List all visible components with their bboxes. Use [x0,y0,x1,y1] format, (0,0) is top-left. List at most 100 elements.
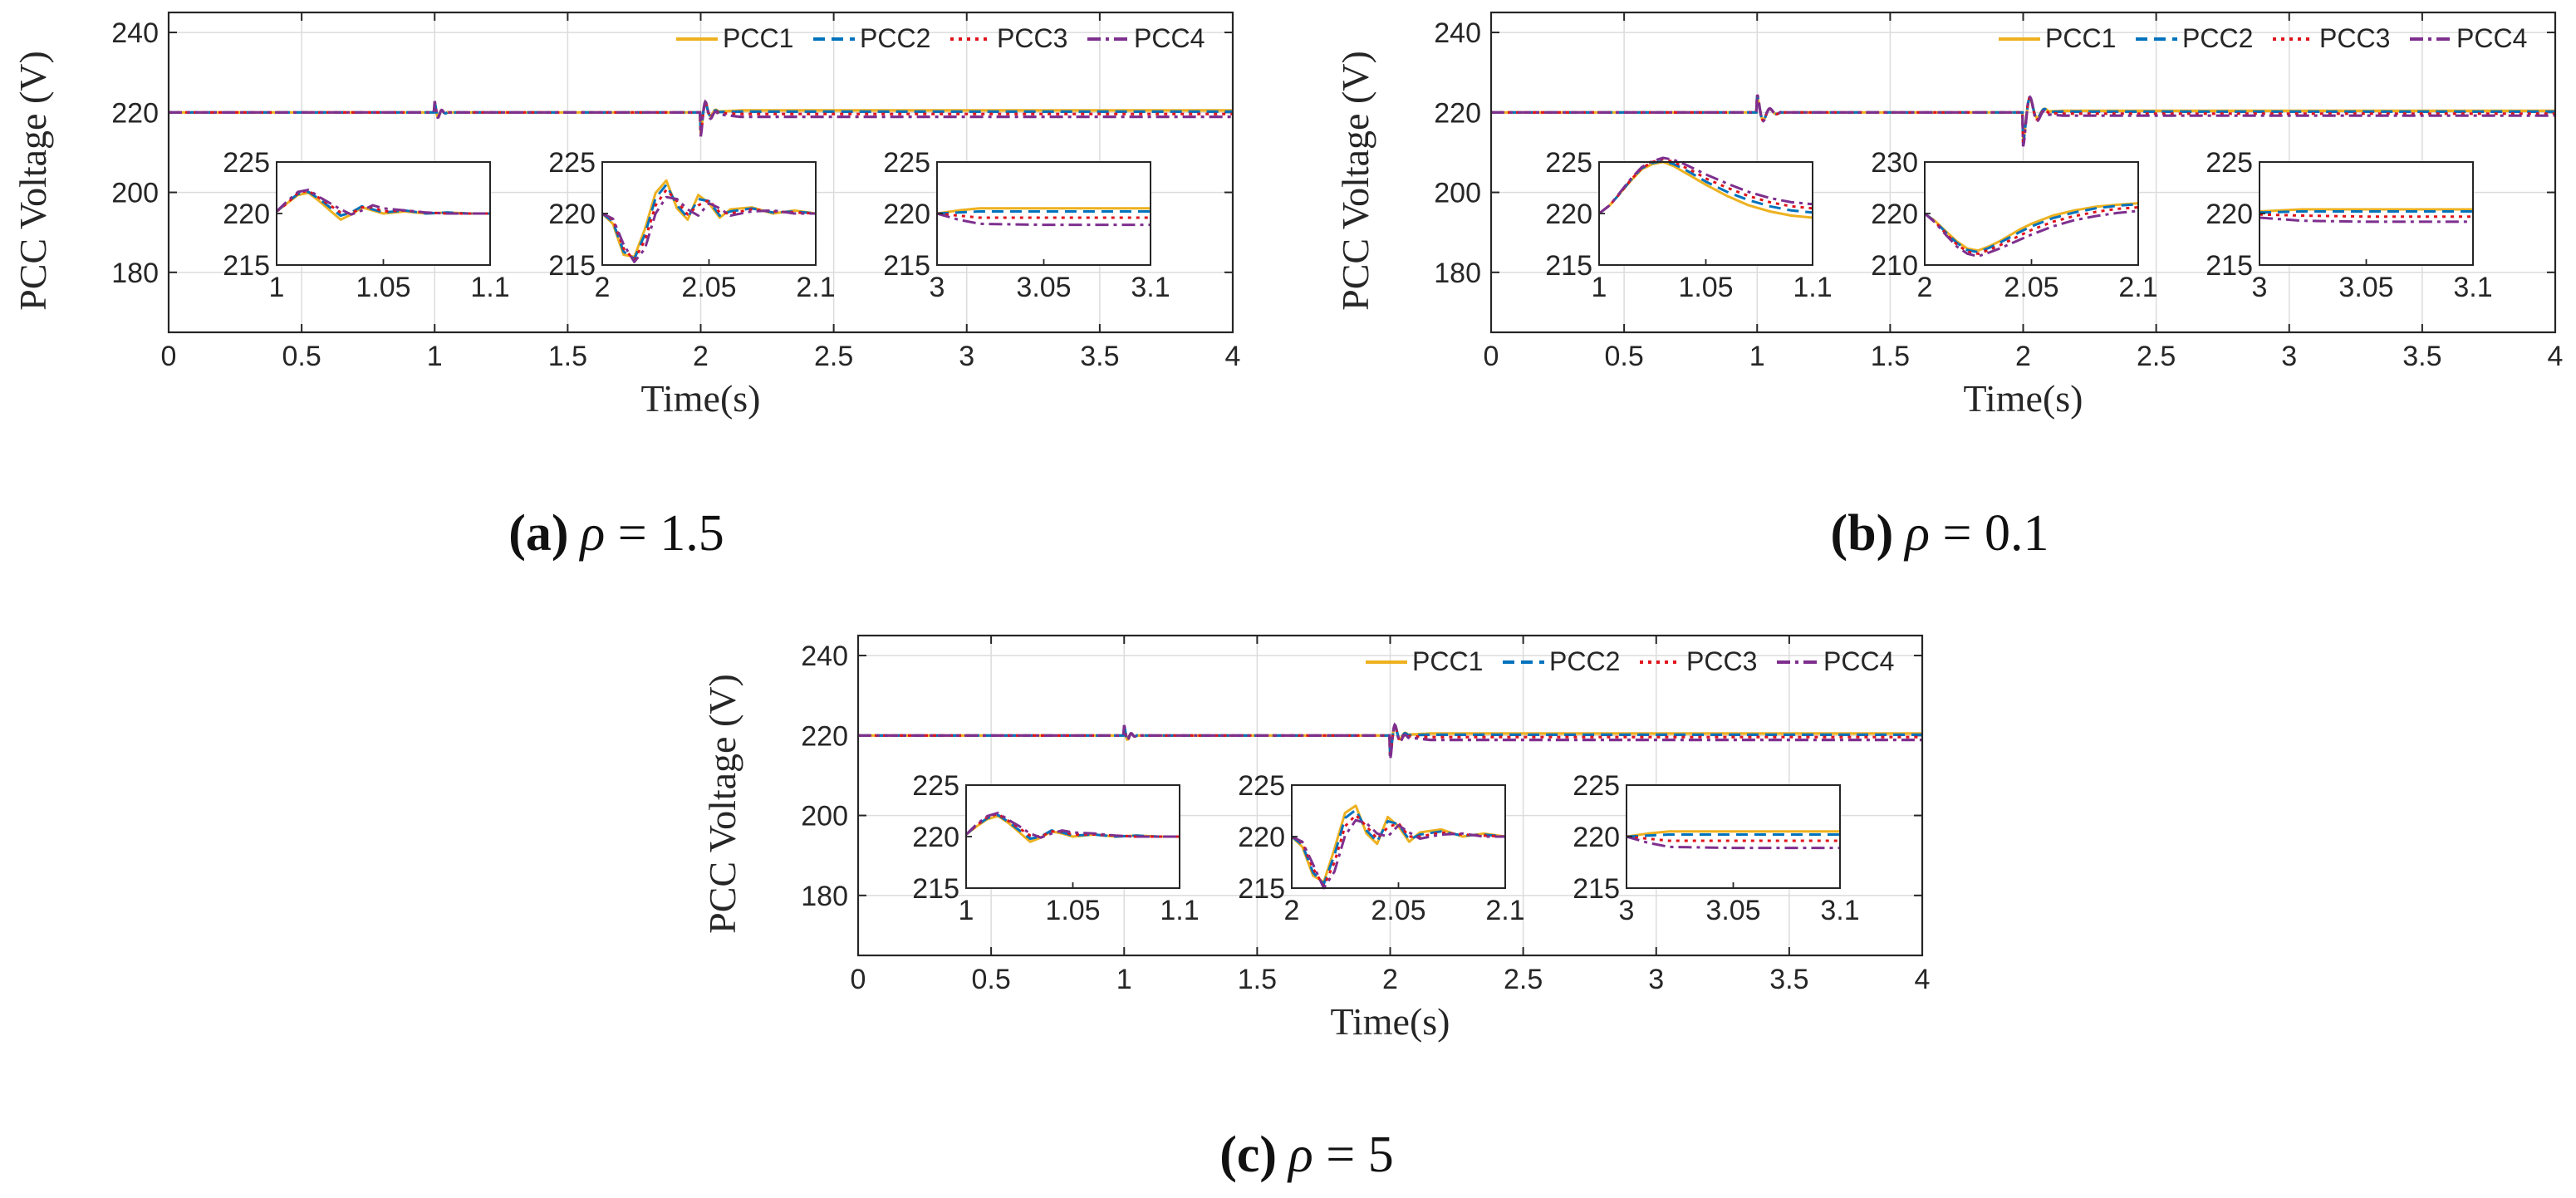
inset-x-tick-label: 2 [1917,272,1933,303]
y-tick-label: 180 [111,258,159,289]
panel-caption: (a) ρ = 1.5 [508,505,724,562]
inset-y-tick-label: 220 [548,199,596,230]
inset-x-tick-label: 1.05 [1678,272,1733,303]
inset-series-line-pcc4 [1626,835,1840,850]
x-tick-label: 2 [693,341,709,372]
x-tick-label: 2 [2015,341,2031,372]
inset-x-tick-label: 2 [1284,895,1300,926]
x-tick-label: 3 [1648,964,1664,995]
x-tick-label: 3.5 [2402,341,2441,372]
panel-b: 0 0.5 1 1.5 2 2.5 3 3.5 4 180 200 220 240 PCC1 PCC2 PCC… [1334,11,2564,562]
inset-y-tick-label: 225 [1573,770,1620,802]
inset-series-line-pcc4 [601,195,816,263]
inset-series-line-pcc4 [2259,216,2473,223]
x-tick-label: 1 [427,341,443,372]
x-tick-label: 4 [2548,341,2564,372]
inset-y-tick-label: 215 [912,873,959,905]
x-tick-label: 0 [161,341,177,372]
inset-y-tick-label: 215 [1238,873,1285,905]
inset-x-tick-label: 1 [269,272,285,303]
inset-y-tick-label: 215 [548,250,596,282]
y-tick-label: 220 [1434,97,1481,129]
x-tick-label: 1.5 [548,341,587,372]
inset-series-line-pcc1 [1626,830,1840,838]
inset-series-line-pcc1 [936,207,1151,215]
inset-x-tick-label: 3 [930,272,945,303]
inset-1: 1 1.05 1.1 215 220 225 [912,770,1199,926]
inset-x-tick-label: 3.05 [2338,272,2393,303]
caption-value: = 0.1 [1930,505,2049,562]
x-tick-label: 0 [1484,341,1499,372]
inset-area [937,162,1151,265]
inset-y-tick-label: 215 [883,250,930,282]
x-tick-label: 3 [959,341,974,372]
caption-letter: (c) [1219,1127,1277,1183]
series-line-pcc3 [1491,94,2555,145]
inset-y-tick-label: 220 [223,199,270,230]
panel-caption: (b) ρ = 0.1 [1830,505,2049,562]
legend-label-pcc4: PCC4 [2456,23,2527,53]
inset-y-tick-label: 210 [1871,250,1918,282]
inset-x-tick-label: 3 [2252,272,2268,303]
caption-letter: (b) [1830,505,1893,562]
x-tick-label: 1 [1749,341,1765,372]
inset-x-tick-label: 1 [959,895,974,926]
inset-3: 3 3.05 3.1 215 220 225 [1573,770,1859,926]
x-tick-label: 1.5 [1238,964,1277,995]
inset-3: 3 3.05 3.1 215 220 225 [883,147,1170,303]
inset-area [602,162,816,265]
inset-series-line-pcc2 [276,190,490,217]
x-tick-label: 0.5 [282,341,321,372]
y-tick-label: 240 [111,17,159,49]
series-line-pcc3 [169,100,1233,135]
inset-y-tick-label: 225 [223,147,270,179]
inset-x-tick-label: 1.05 [356,272,410,303]
inset-y-tick-label: 220 [1573,822,1620,853]
legend-label-pcc2: PCC2 [860,23,930,53]
axes-frame [856,634,1924,957]
legend-label-pcc4: PCC4 [1823,646,1894,676]
caption-symbol: ρ [1903,505,1930,562]
x-tick-label: 3.5 [1080,341,1119,372]
x-tick-label: 2 [1382,964,1398,995]
inset-y-tick-label: 220 [1545,199,1592,230]
series-line-pcc4 [1491,93,2555,147]
inset-series-line-pcc3 [1598,157,1813,215]
inset-1: 1 1.05 1.1 215 220 225 [1545,147,1832,303]
inset-x-tick-label: 2.1 [796,272,835,303]
x-tick-label: 0 [851,964,866,995]
legend-label-pcc2: PCC2 [1549,646,1620,676]
axes-frame [1489,11,2557,334]
inset-series-line-pcc2 [2259,210,2473,214]
inset-x-tick-label: 1.1 [470,272,509,303]
inset-series-line-pcc4 [1598,156,1813,215]
legend-label-pcc3: PCC3 [997,23,1067,53]
inset-x-tick-label: 2.1 [2118,272,2157,303]
inset-x-tick-label: 1.1 [1160,895,1199,926]
inset-x-tick-label: 3.05 [1016,272,1071,303]
caption-value: = 5 [1313,1127,1394,1183]
inset-series-line-pcc3 [936,212,1151,219]
inset-y-tick-label: 225 [2206,147,2253,179]
y-tick-label: 200 [111,178,159,209]
inset-1: 1 1.05 1.1 215 220 225 [223,147,509,303]
series-line-pcc4 [169,99,1233,137]
inset-series-line-pcc3 [2259,213,2473,218]
inset-3: 3 3.05 3.1 215 220 225 [2206,147,2492,303]
inset-y-tick-label: 220 [883,199,930,230]
x-axis-label: Time(s) [1331,1000,1450,1043]
inset-2: 2 2.05 2.1 215 220 225 [548,147,835,303]
inset-series-line-pcc2 [936,210,1151,215]
caption-symbol: ρ [1287,1127,1313,1183]
y-tick-label: 180 [1434,258,1481,289]
inset-series-line-pcc1 [1924,202,2139,253]
legend-label-pcc1: PCC1 [2045,23,2116,53]
x-axis-label: Time(s) [641,377,761,420]
inset-y-tick-label: 215 [223,250,270,282]
inset-x-tick-label: 3.1 [1131,272,1170,303]
inset-y-tick-label: 230 [1871,147,1918,179]
inset-series-line-pcc3 [1626,835,1840,842]
x-tick-label: 4 [1225,341,1241,372]
inset-2: 2 2.05 2.1 215 220 225 [1238,770,1524,926]
